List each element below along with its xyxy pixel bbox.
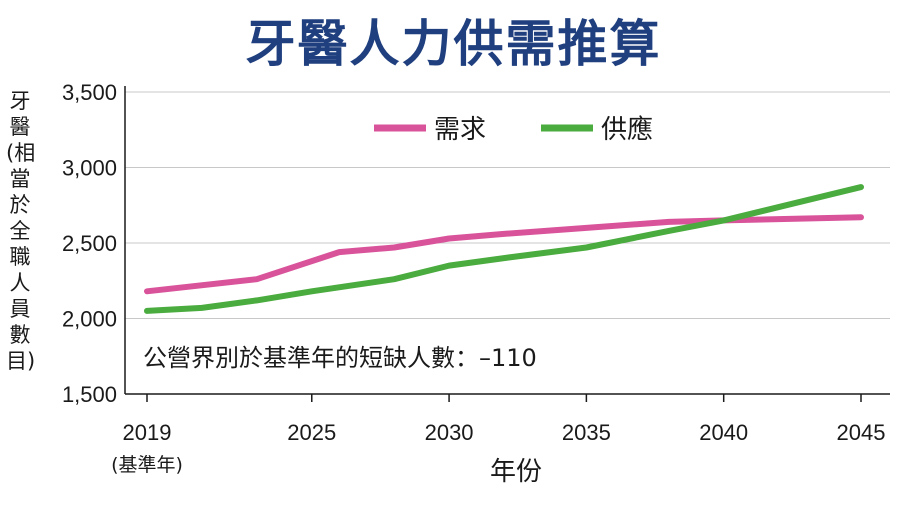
series-line-supply [144, 184, 864, 314]
x-tick-label: 2040 [699, 420, 748, 445]
legend-label: 供應 [601, 115, 653, 145]
y-tick-label: 2,500 [62, 231, 117, 256]
base-year-label: (基準年) [111, 454, 183, 476]
y-tick-label: 3,500 [62, 80, 117, 105]
y-tick-label: 3,000 [62, 156, 117, 181]
x-tick-label: 2030 [425, 420, 474, 445]
x-tick-label: 2035 [562, 420, 611, 445]
series-line-demand [144, 214, 864, 295]
x-tick-label: 2045 [837, 420, 886, 445]
chart-title: 牙醫人力供需推算 [245, 15, 662, 73]
y-tick-label: 2,000 [62, 307, 117, 332]
shortage-annotation: 公營界別於基準年的短缺人數：–110 [143, 344, 537, 372]
x-tick-label: 2019 [123, 420, 172, 445]
x-axis-label: 年份 [490, 457, 542, 487]
x-tick-label: 2025 [287, 420, 336, 445]
y-tick-label: 1,500 [62, 382, 117, 407]
legend-label: 需求 [434, 115, 486, 145]
y-axis-label: 牙醫(相當於全職人員數目) [6, 89, 36, 373]
